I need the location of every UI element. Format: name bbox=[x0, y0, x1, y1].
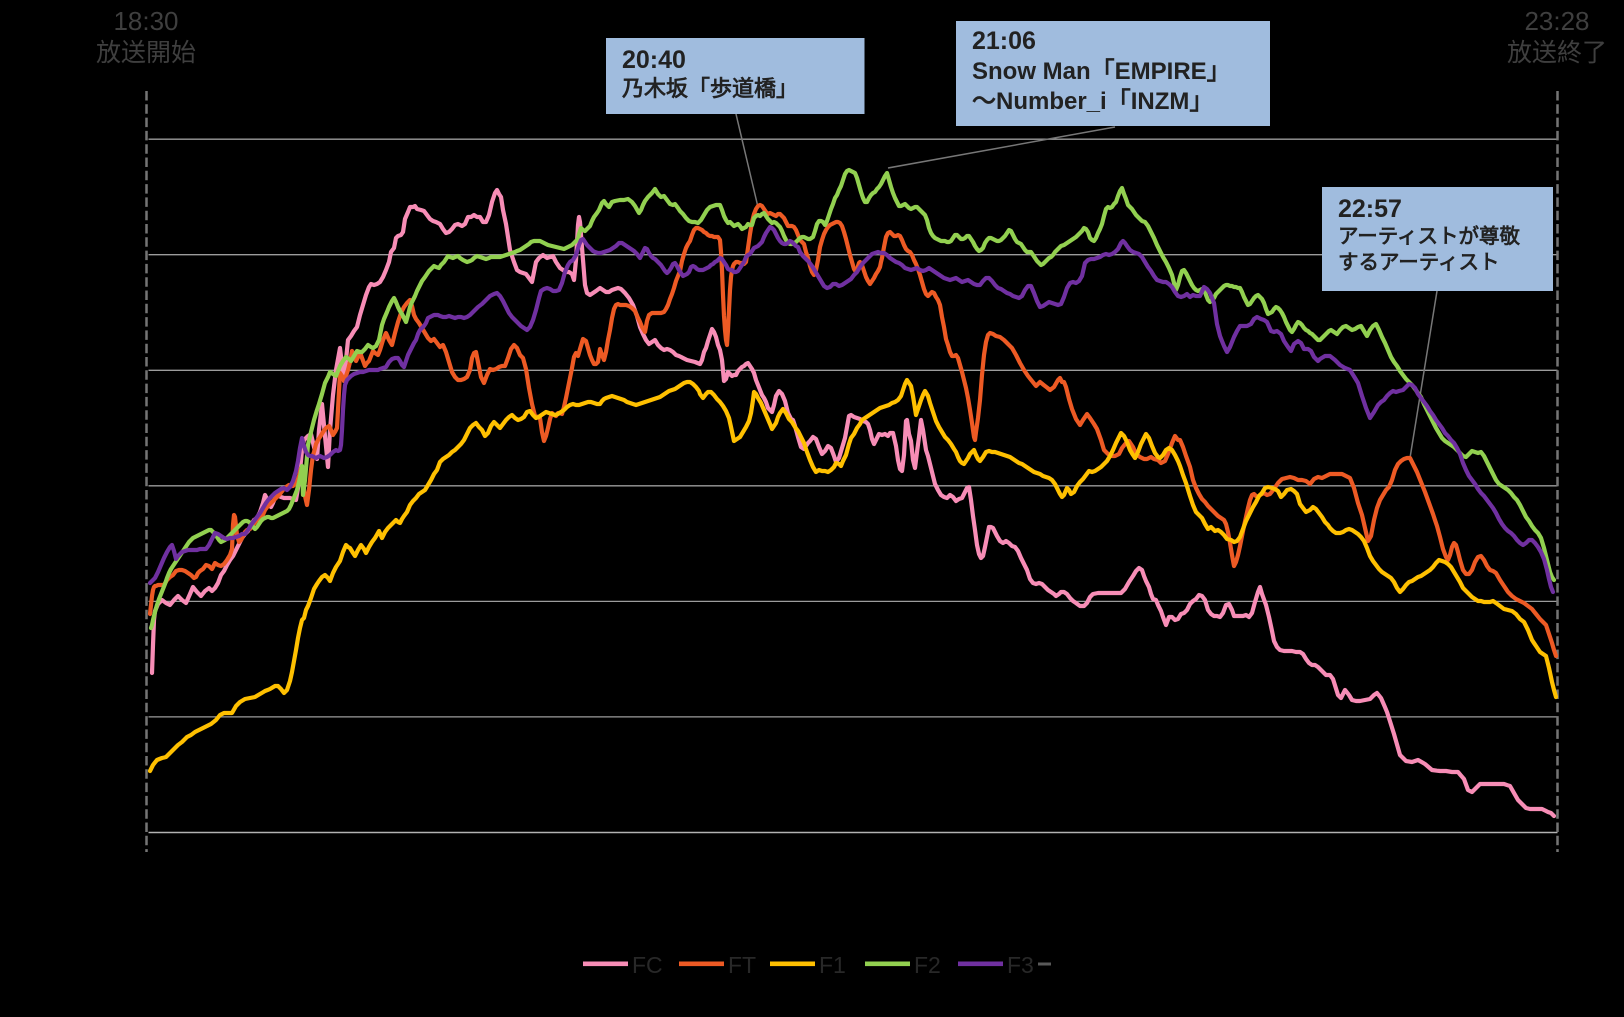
svg-text:放送終了: 放送終了 bbox=[1507, 39, 1607, 67]
svg-text:23:28: 23:28 bbox=[1524, 6, 1589, 36]
svg-text:～Number_i「INZM」: ～Number_i「INZM」 bbox=[972, 87, 1213, 115]
svg-text:20:40: 20:40 bbox=[622, 46, 686, 74]
svg-text:F1: F1 bbox=[819, 952, 846, 978]
svg-text:F3: F3 bbox=[1007, 952, 1034, 978]
svg-text:FC: FC bbox=[632, 952, 663, 978]
svg-text:放送開始: 放送開始 bbox=[96, 39, 196, 67]
svg-text:22:57: 22:57 bbox=[1338, 195, 1402, 223]
svg-text:F2: F2 bbox=[914, 952, 941, 978]
svg-text:FT: FT bbox=[728, 952, 756, 978]
svg-text:Snow Man「EMPIRE」: Snow Man「EMPIRE」 bbox=[972, 57, 1231, 85]
svg-text:するアーティスト: するアーティスト bbox=[1338, 251, 1500, 274]
svg-text:18:30: 18:30 bbox=[113, 6, 178, 36]
svg-text:21:06: 21:06 bbox=[972, 27, 1036, 55]
svg-text:乃木坂「歩道橋」: 乃木坂「歩道橋」 bbox=[621, 76, 798, 101]
svg-text:アーティストが尊敬: アーティストが尊敬 bbox=[1338, 224, 1521, 248]
